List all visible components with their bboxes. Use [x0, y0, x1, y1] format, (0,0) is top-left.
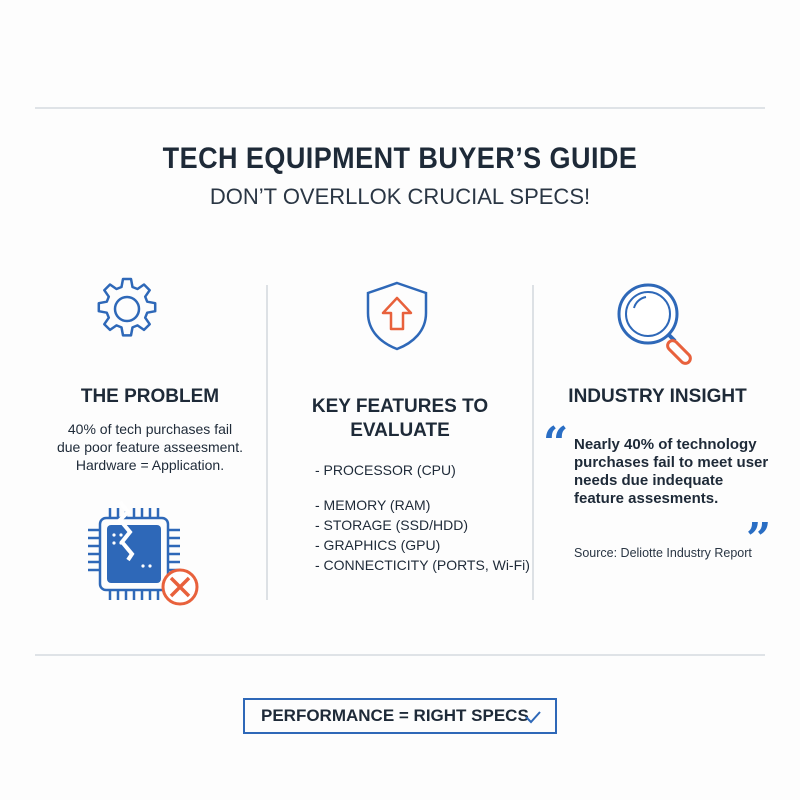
features-heading-line: EVALUATE	[350, 420, 450, 441]
features-list: - PROCESSOR (CPU) - MEMORY (RAM) - STORA…	[315, 460, 530, 575]
page-title: TECH EQUIPMENT BUYER’S GUIDE	[162, 142, 638, 175]
column-divider	[532, 285, 534, 600]
list-item: - STORAGE (SSD/HDD)	[315, 517, 468, 533]
page-subtitle: DON’T OVERLLOK CRUCIAL SPECS!	[209, 184, 591, 209]
list-item: - CONNECTICITY (PORTS, Wi-Fi)	[315, 557, 530, 573]
list-item: - PROCESSOR (CPU)	[315, 462, 456, 478]
checkmark-icon	[525, 711, 541, 724]
problem-line: 40% of tech purchases fail	[67, 421, 233, 437]
problem-heading: THE PROBLEM	[80, 386, 220, 407]
list-item: - MEMORY (RAM)	[315, 497, 431, 513]
features-heading: KEY FEATURES TO EVALUATE	[280, 395, 520, 443]
list-item: - GRAPHICS (GPU)	[315, 537, 441, 553]
magnifier-icon	[617, 283, 692, 365]
problem-line: due poor feature asseesment.	[56, 439, 243, 455]
broken-chip-icon	[88, 500, 199, 606]
insight-quote: Nearly 40% of technology purchases fail …	[574, 436, 769, 507]
column-divider	[266, 285, 268, 600]
open-quote-icon: “	[543, 418, 569, 469]
features-heading-line: KEY FEATURES TO	[311, 396, 489, 417]
banner-label: PERFORMANCE = RIGHT SPECS	[261, 706, 529, 725]
problem-line: Hardware = Application.	[75, 457, 225, 473]
problem-text: 40% of tech purchases fail due poor feat…	[30, 420, 270, 474]
shield-arrow-icon	[366, 281, 428, 351]
bottom-divider	[35, 654, 765, 656]
close-quote-icon: ”	[746, 514, 772, 565]
insight-heading: INDUSTRY INSIGHT	[568, 386, 747, 407]
top-divider	[35, 107, 765, 109]
performance-banner: PERFORMANCE = RIGHT SPECS	[243, 698, 557, 734]
insight-source: Source: Deliotte Industry Report	[574, 546, 752, 560]
gear-icon	[97, 277, 157, 337]
